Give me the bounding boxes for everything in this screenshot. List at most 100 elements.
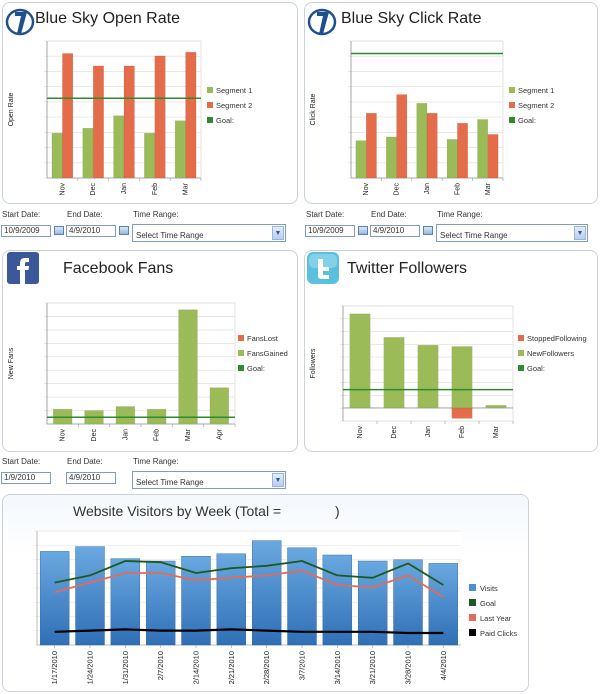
time-range-select[interactable]: Select Time Range ▼ <box>132 471 286 489</box>
x-tick-label-dec: Dec <box>90 183 97 196</box>
x-tick-label-feb: Feb <box>152 183 159 195</box>
bar-segment-1-feb <box>446 139 458 179</box>
end-date-input[interactable]: 4/9/2010 <box>370 225 420 237</box>
legend-entry-fanslost: FansLost <box>247 334 279 343</box>
x-tick-label-2-21-2010: 2/21/2010 <box>227 651 236 684</box>
x-tick-label-2-7-2010: 2/7/2010 <box>156 651 165 680</box>
x-tick-label-mar: Mar <box>183 182 190 195</box>
bar-segment-2-jan <box>426 112 438 179</box>
facebook-fans-chart: Nov Dec Jan Feb Mar Apr New Fans FansLost FansGa… <box>8 302 288 442</box>
calendar-icon[interactable] <box>358 226 368 235</box>
chevron-down-icon[interactable]: ▼ <box>272 226 284 240</box>
bar-fansgained-mar <box>178 309 198 425</box>
bar-segment-1-mar <box>477 119 489 179</box>
start-date-input[interactable]: 10/9/2009 <box>305 225 355 237</box>
legend-entry-goal: Goal: <box>216 116 234 125</box>
start-date-input[interactable]: 1/9/2010 <box>1 472 51 484</box>
legend-entry-stoppedfollowing: StoppedFollowing <box>527 334 587 343</box>
x-tick-label-dec: Dec <box>91 429 98 442</box>
legend-entry-last-year: Last Year <box>480 614 512 623</box>
chevron-down-icon[interactable]: ▼ <box>272 473 284 487</box>
y-axis-label: Click Rate <box>310 93 317 125</box>
bar-newfollowers-dec <box>383 337 405 409</box>
bar-segment-1-mar <box>174 120 186 179</box>
legend-swatch-last-year <box>469 614 476 621</box>
legend-swatch-segment-1 <box>207 87 213 93</box>
start-date-label: Start Date: <box>306 210 345 219</box>
x-tick-label-2-14-2010: 2/14/2010 <box>192 651 201 684</box>
legend-swatch-stoppedfollowing <box>518 335 524 341</box>
y-axis-label: New Fans <box>8 347 15 379</box>
x-tick-label-jan: Jan <box>122 429 129 440</box>
website-visitors-panel: Website Visitors by Week (Total = ) 1/17… <box>2 494 529 692</box>
x-tick-label-dec: Dec <box>394 183 401 196</box>
twitter-logo-icon <box>307 252 339 284</box>
legend-entry-fansgained: FansGained <box>247 349 288 358</box>
legend-swatch-goal <box>509 117 515 123</box>
bar-segment-2-feb <box>457 122 468 179</box>
chart-title: Website Visitors by Week (Total = ) <box>73 503 340 519</box>
calendar-icon[interactable] <box>54 226 64 235</box>
legend-swatch-goal <box>518 365 524 371</box>
legend-swatch-goal <box>207 117 213 123</box>
bar-segment-2-mar <box>487 134 499 179</box>
bar-segment-2-dec <box>92 65 104 179</box>
legend-entry-goal: Goal: <box>527 364 545 373</box>
legend-swatch-paid-clicks <box>469 629 476 636</box>
bar-visits-3-28-2010 <box>393 559 423 646</box>
time-range-value: Select Time Range <box>136 478 204 487</box>
legend-entry-segment-1: Segment 1 <box>518 86 554 95</box>
chevron-down-icon[interactable]: ▼ <box>574 226 586 240</box>
facebook-fans-panel: Facebook Fans Nov Dec Jan Feb Mar Apr New Fans… <box>2 250 298 452</box>
chart-title-text: Website Visitors by Week (Total = <box>73 503 286 519</box>
chart-title: Facebook Fans <box>63 260 174 277</box>
bar-segment-1-jan <box>416 103 428 179</box>
bar-visits-1-17-2010 <box>39 551 70 646</box>
plot-area <box>46 302 236 425</box>
end-date-input[interactable]: 4/9/2010 <box>66 225 116 237</box>
line-goal <box>54 560 444 586</box>
end-date-label: End Date: <box>67 210 103 219</box>
chart-title: Blue Sky Click Rate <box>341 10 482 27</box>
x-tick-label-nov: Nov <box>60 429 67 442</box>
bar-segment-1-jan <box>113 115 125 179</box>
x-tick-label-1-31-2010: 1/31/2010 <box>121 651 130 684</box>
start-date-label: Start Date: <box>2 457 41 466</box>
legend-entry-segment-2: Segment 2 <box>216 101 252 110</box>
chart-title-suffix: ) <box>335 503 340 519</box>
bar-segment-1-dec <box>386 136 397 179</box>
line-paid-clicks <box>54 628 444 635</box>
time-range-select[interactable]: Select Time Range ▼ <box>436 224 588 242</box>
bar-segment-1-nov <box>355 140 367 179</box>
bar-fansgained-apr <box>209 387 229 425</box>
time-range-value: Select Time Range <box>136 231 204 240</box>
legend-entry-goal: Goal: <box>518 116 536 125</box>
legend-swatch-segment-1 <box>509 87 515 93</box>
calendar-icon[interactable] <box>423 226 433 235</box>
x-tick-label-mar: Mar <box>185 428 192 441</box>
x-tick-label-nov: Nov <box>363 183 370 196</box>
legend-swatch-fanslost <box>238 335 244 341</box>
x-tick-label-feb: Feb <box>459 426 466 438</box>
start-date-label: Start Date: <box>2 210 41 219</box>
twitter-followers-panel: Twitter Followers Nov Dec Jan Feb Mar Followe… <box>304 250 598 452</box>
bar-segment-1-dec <box>82 127 94 179</box>
date-controls-open-rate: Start Date: 10/9/2009 End Date: 4/9/2010… <box>0 210 300 246</box>
x-tick-label-feb: Feb <box>154 429 161 441</box>
start-date-input[interactable]: 10/9/2009 <box>1 225 51 237</box>
bar-newfollowers-nov <box>349 313 371 409</box>
bluesky-logo-icon <box>5 8 35 36</box>
chart-title: Blue Sky Open Rate <box>35 10 180 27</box>
line-last-year <box>54 569 444 598</box>
legend-swatch-goal <box>238 365 244 371</box>
x-tick-label-3-28-2010: 3/28/2010 <box>404 651 413 684</box>
x-tick-label-mar: Mar <box>485 182 492 195</box>
end-date-label: End Date: <box>371 210 407 219</box>
legend-swatch-segment-2 <box>207 102 213 108</box>
end-date-input[interactable]: 4/9/2010 <box>66 472 116 484</box>
x-tick-label-2-28-2010: 2/28/2010 <box>262 651 271 684</box>
time-range-select[interactable]: Select Time Range ▼ <box>132 224 286 242</box>
legend-swatch-newfollowers <box>518 350 524 356</box>
calendar-icon[interactable] <box>119 226 129 235</box>
bar-newfollowers-jan <box>417 344 439 409</box>
